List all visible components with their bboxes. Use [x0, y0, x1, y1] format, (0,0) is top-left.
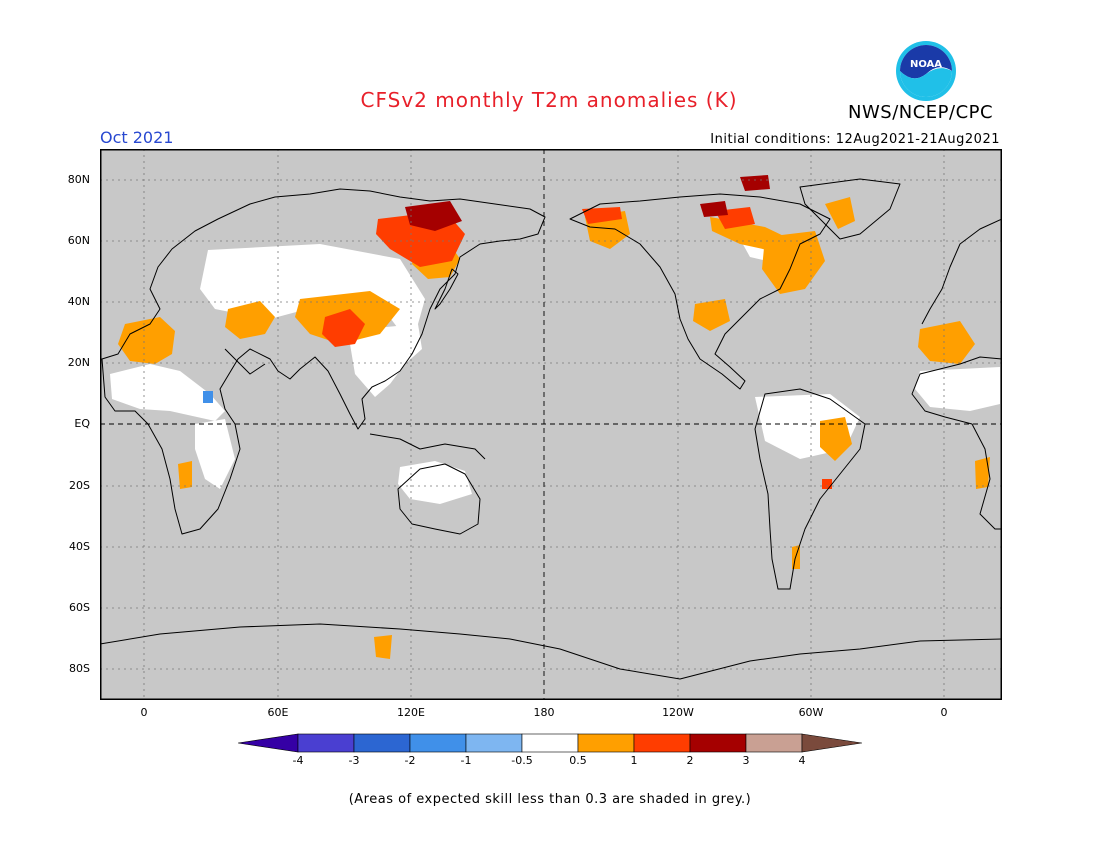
orange-region-brazil [820, 417, 852, 461]
lon-label-0: 0 [140, 706, 148, 719]
colorbar-label-p2: 2 [686, 754, 694, 767]
orange-region-antarctica [374, 635, 392, 659]
orange-region-us-southwest [693, 299, 730, 331]
forecast-month: Oct 2021 [100, 128, 174, 147]
colorbar-box-7 [689, 733, 747, 753]
colorbar-label-m3: -3 [348, 754, 360, 767]
noaa-logo: NOAA [896, 41, 956, 101]
japan-coast [434, 268, 459, 310]
initial-conditions: Initial conditions: 12Aug2021-21Aug2021 [710, 132, 1000, 147]
red-region-alaska-north [582, 207, 622, 224]
south-america-coast [754, 388, 866, 590]
australia-coast [397, 463, 481, 535]
lat-label-80s: 80S [69, 662, 90, 675]
lon-label-180: 180 [533, 706, 555, 719]
colorbar-box-0 [297, 733, 355, 753]
colorbar-box-1 [353, 733, 411, 753]
orange-region-southern-africa [178, 461, 192, 489]
lat-label-80n: 80N [67, 173, 90, 186]
lat-label-eq: EQ [74, 417, 90, 430]
colorbar-box-4 [521, 733, 579, 753]
red-region-tibet-core [322, 309, 365, 347]
darkred-region-canadian-archipelago [740, 175, 770, 191]
colorbar-label-p3: 3 [742, 754, 750, 767]
colorbar-label-m2: -2 [404, 754, 416, 767]
colorbar-label-m1: -1 [460, 754, 472, 767]
orange-region-sahara-right [918, 321, 975, 364]
eurasia-africa-coast [101, 188, 546, 535]
very-hot-anomaly-areas [405, 175, 770, 231]
global-anomaly-map [100, 149, 1002, 700]
colorbar-box-8 [745, 733, 803, 753]
orange-region-hudson-east [762, 231, 825, 294]
white-region-west-africa-right [915, 367, 1000, 411]
red-region-brazil-dot [822, 479, 832, 489]
agency-label: NWS/NCEP/CPC [848, 102, 994, 123]
lat-label-40n: 40N [67, 295, 90, 308]
white-region-sahel [110, 364, 225, 421]
darkred-region-arctic-west [700, 201, 728, 217]
colorbar-label-p1: 1 [630, 754, 638, 767]
orange-region-southern-africa-right [975, 457, 990, 489]
orange-region-greenland [825, 197, 855, 229]
map-title: CFSv2 monthly T2m anomalies (K) [360, 88, 738, 112]
white-region-east-africa [195, 419, 235, 489]
white-region-china [350, 324, 422, 397]
antarctica-coast [100, 623, 1002, 680]
europe-right-coast [921, 218, 1002, 325]
equator-and-dateline [100, 149, 1002, 700]
colorbar-lower-arrow [238, 733, 299, 753]
lat-label-20s: 20S [69, 479, 90, 492]
colorbar-box-5 [577, 733, 635, 753]
greenland-coast [799, 178, 901, 240]
skill-note: (Areas of expected skill less than 0.3 a… [348, 792, 752, 807]
lon-label-60w: 60W [798, 706, 824, 719]
colorbar-boxes [297, 733, 803, 753]
coastlines [100, 178, 1002, 680]
colorbar-label-m4: -4 [292, 754, 304, 767]
lat-label-60n: 60N [67, 234, 90, 247]
logo-text: NOAA [910, 59, 942, 70]
indonesia-coast [369, 433, 486, 460]
lon-label-0-right: 0 [940, 706, 948, 719]
orange-region-middle-east [225, 301, 275, 339]
colorbar-label-m05: -0.5 [511, 754, 533, 767]
north-america-coast [569, 193, 831, 390]
colorbar-box-6 [633, 733, 691, 753]
red-sea-coast [224, 348, 266, 375]
colorbar-label-p4: 4 [798, 754, 806, 767]
colorbar-box-2 [409, 733, 467, 753]
warm-anomaly-areas [118, 197, 990, 659]
lat-label-60s: 60S [69, 601, 90, 614]
lat-label-40s: 40S [69, 540, 90, 553]
colorbar-label-p05: 0.5 [569, 754, 587, 767]
lon-label-60e: 60E [267, 706, 289, 719]
darkred-region-siberia-north [405, 201, 462, 231]
lon-label-120w: 120W [662, 706, 694, 719]
anomaly-colorbar [238, 733, 862, 753]
cool-anomaly-east-africa [203, 391, 213, 403]
map-frame [100, 149, 1002, 700]
orange-region-sahara [118, 317, 175, 364]
africa-right-coast [911, 356, 1002, 530]
colorbar-upper-arrow [801, 733, 862, 753]
lat-label-20n: 20N [67, 356, 90, 369]
lon-label-120e: 120E [397, 706, 425, 719]
colorbar-box-3 [465, 733, 523, 753]
